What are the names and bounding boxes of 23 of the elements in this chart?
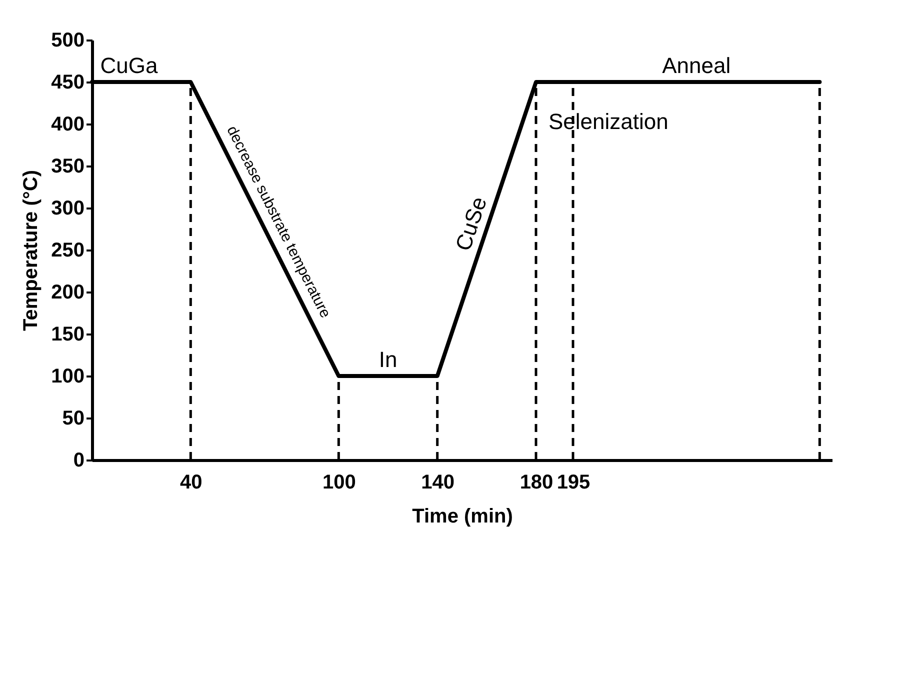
annotation: Anneal [662,53,731,78]
x-tick-label: 195 [556,472,590,494]
y-tick-label: 350 [51,156,84,178]
annotation: Selenization [548,109,668,134]
y-tick-label: 300 [51,198,84,220]
annotation: In [378,347,398,372]
y-tick-label: 200 [51,282,84,304]
y-tick-label: 0 [73,450,84,472]
y-axis-title: Temperature (°C) [20,170,42,331]
y-tick-label: 50 [62,408,84,430]
annotation: CuSe [450,194,492,254]
annotation: CuGa [100,53,158,78]
y-tick-label: 250 [51,240,84,262]
y-tick-label: 400 [51,114,84,136]
x-tick-label: 100 [322,472,356,494]
y-tick-label: 500 [51,30,84,52]
x-tick-label: 40 [180,472,202,494]
x-tick-label: 180 [520,472,554,494]
y-tick-label: 100 [51,366,84,388]
y-tick-label: 150 [51,324,84,346]
x-tick-label: 140 [421,472,455,494]
x-axis-title: Time (min) [412,506,513,528]
y-tick-label: 450 [51,72,84,94]
